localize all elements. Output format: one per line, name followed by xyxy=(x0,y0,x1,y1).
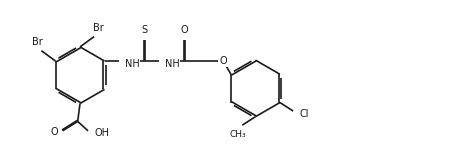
Text: O: O xyxy=(181,25,188,35)
Text: CH₃: CH₃ xyxy=(229,130,246,139)
Text: OH: OH xyxy=(95,128,109,138)
Text: Br: Br xyxy=(93,23,104,33)
Text: O: O xyxy=(50,127,58,137)
Text: Cl: Cl xyxy=(300,109,309,119)
Text: NH: NH xyxy=(125,59,139,69)
Text: S: S xyxy=(141,25,148,35)
Text: O: O xyxy=(219,56,227,66)
Text: NH: NH xyxy=(165,59,179,69)
Text: Br: Br xyxy=(32,37,42,47)
